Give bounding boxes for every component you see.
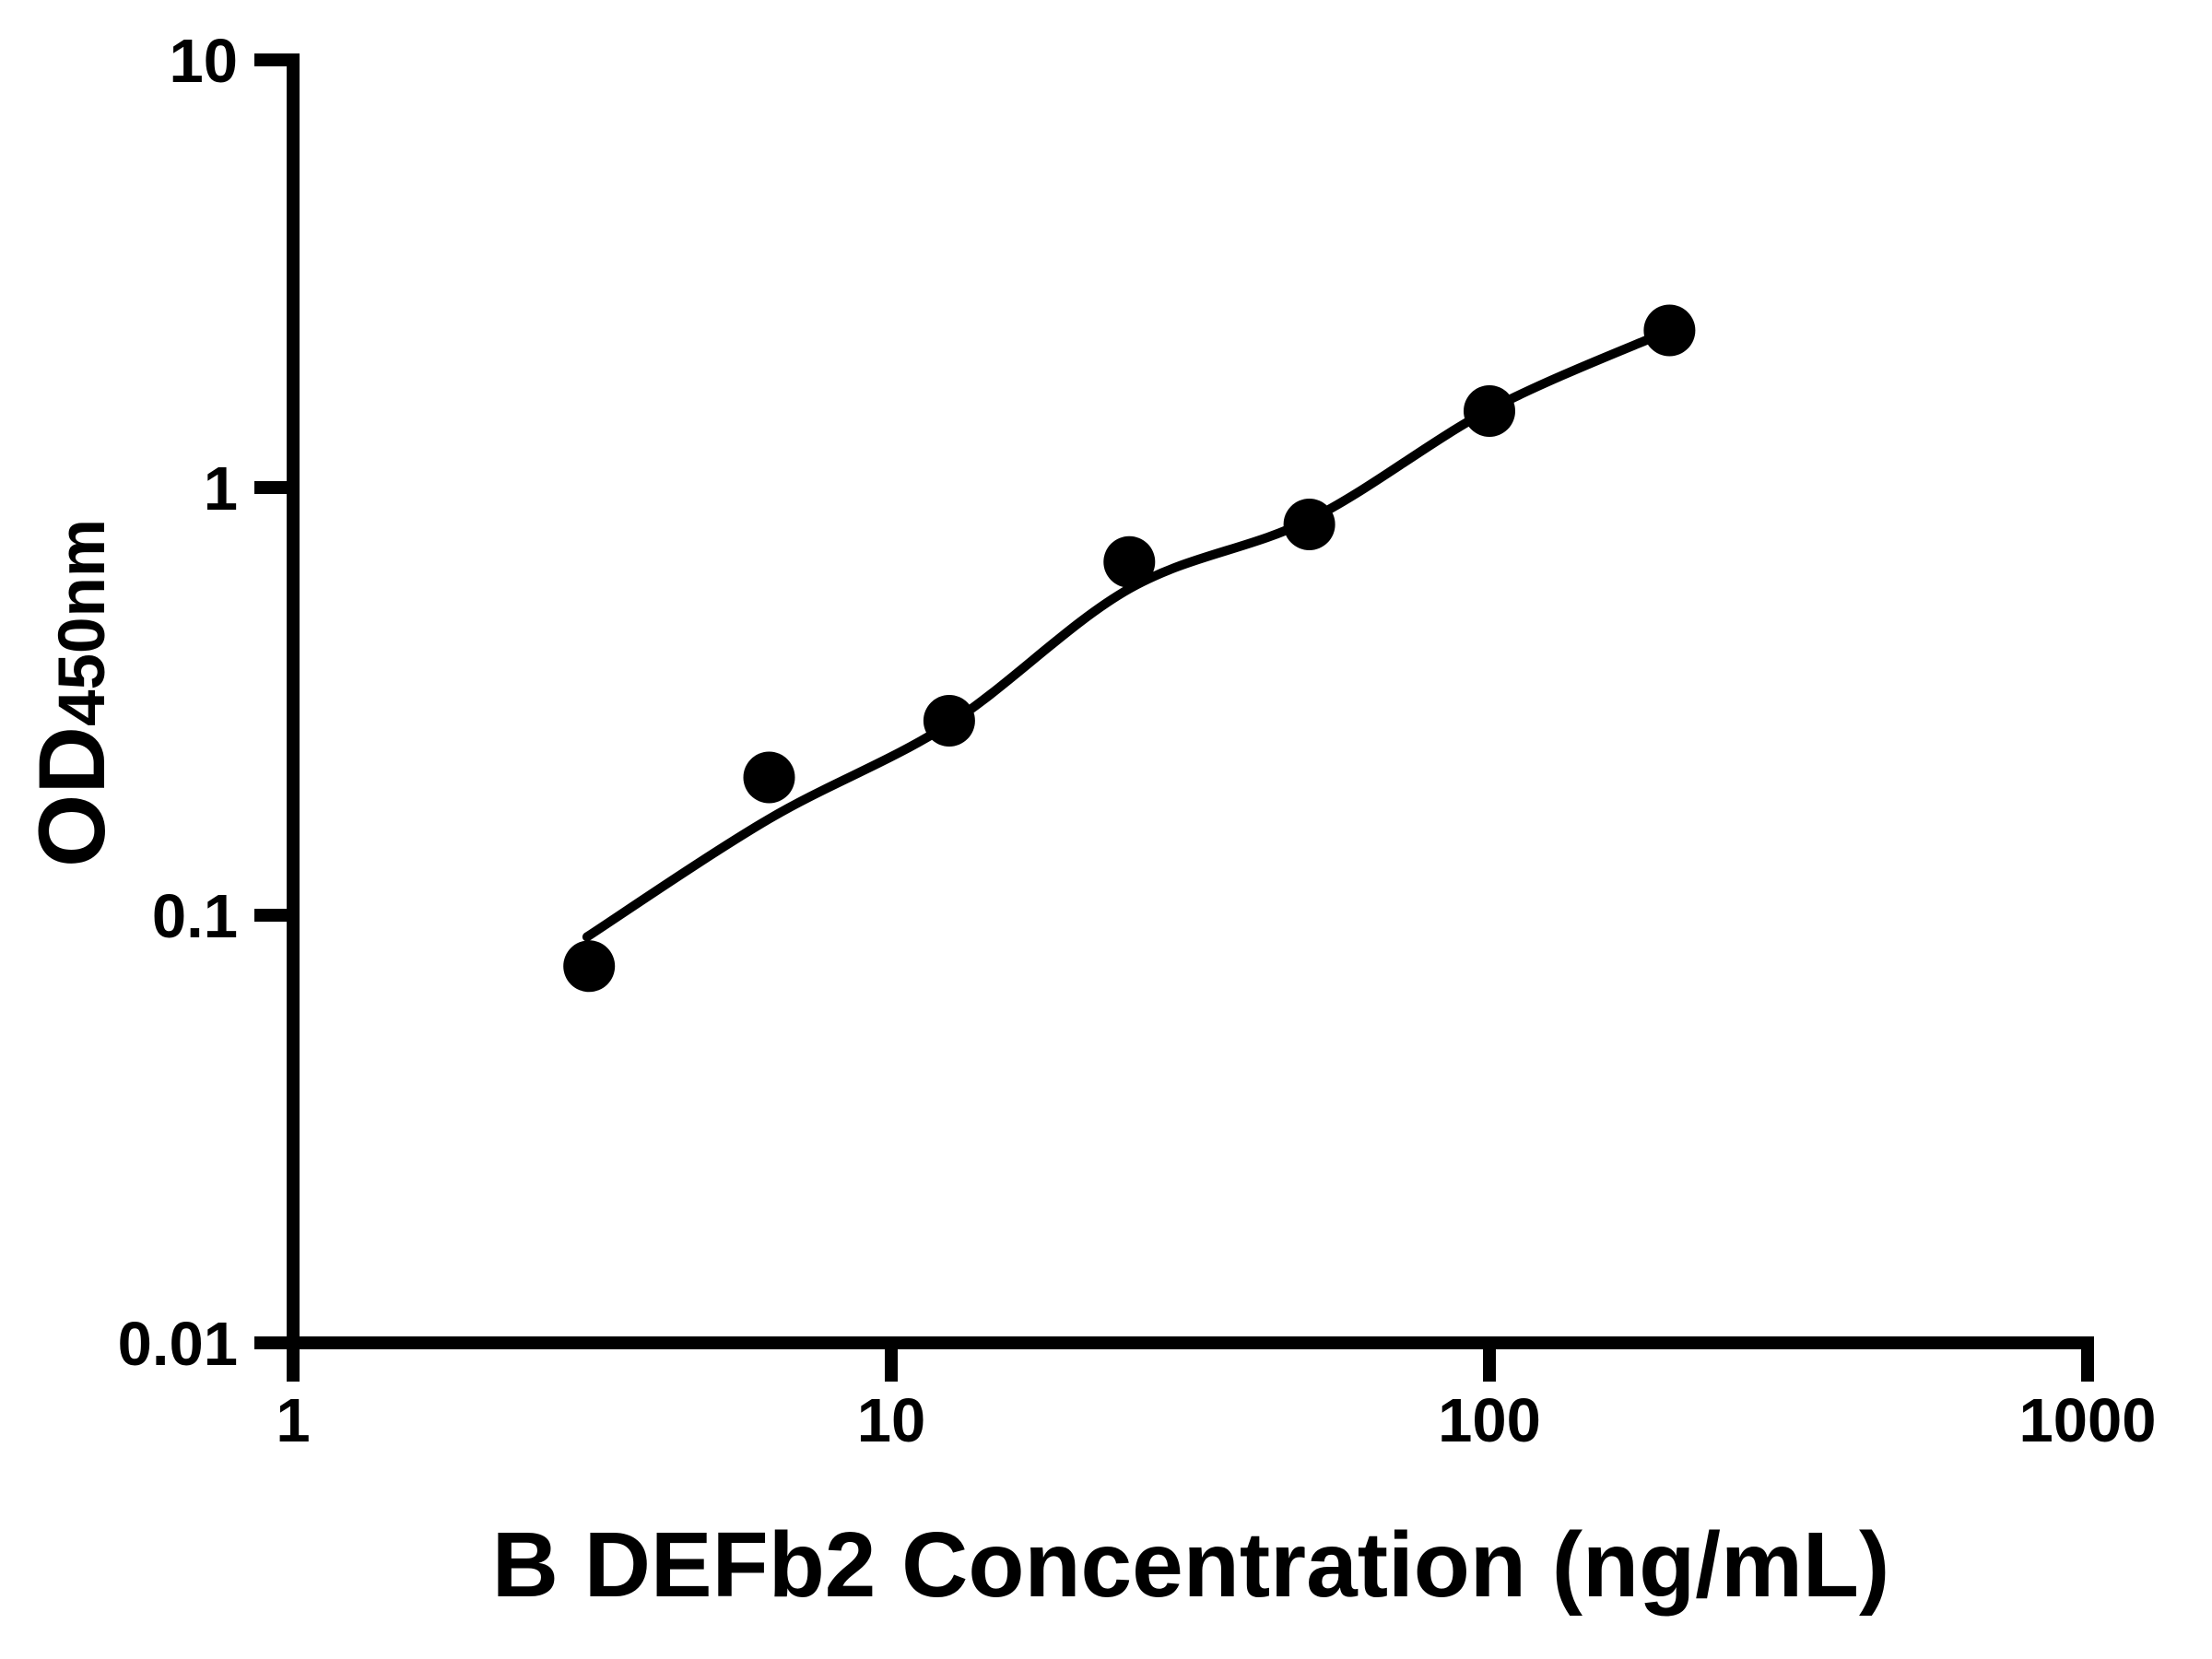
axes (255, 53, 2094, 1382)
x-axis-title: B DEFb2 Concentration (ng/mL) (492, 1513, 1890, 1617)
x-tick-label: 100 (1438, 1386, 1541, 1455)
y-tick-label: 0.1 (152, 882, 238, 951)
x-tick-label: 10 (857, 1386, 926, 1455)
y-tick-label: 0.01 (118, 1310, 238, 1379)
data-point (1643, 304, 1696, 357)
y-axis-title-sub: 450nm (46, 519, 119, 726)
y-axis-title-main: OD (19, 726, 124, 867)
data-point (563, 940, 616, 993)
data-point (1464, 385, 1515, 437)
y-tick-group: 10 1 0.1 0.01 (118, 27, 293, 1379)
data-point (743, 751, 795, 804)
y-axis-title: OD450nm (19, 519, 124, 867)
data-point (1103, 535, 1156, 588)
data-point (1283, 499, 1335, 550)
data-points-group (563, 304, 1696, 993)
y-tick-label: 10 (169, 27, 238, 96)
x-tick-label: 1 (276, 1386, 310, 1455)
x-tick-group: 1 10 100 1000 (276, 1343, 2157, 1455)
y-tick-label: 1 (204, 454, 238, 524)
x-tick-label: 1000 (2018, 1386, 2156, 1455)
data-point (923, 695, 975, 747)
